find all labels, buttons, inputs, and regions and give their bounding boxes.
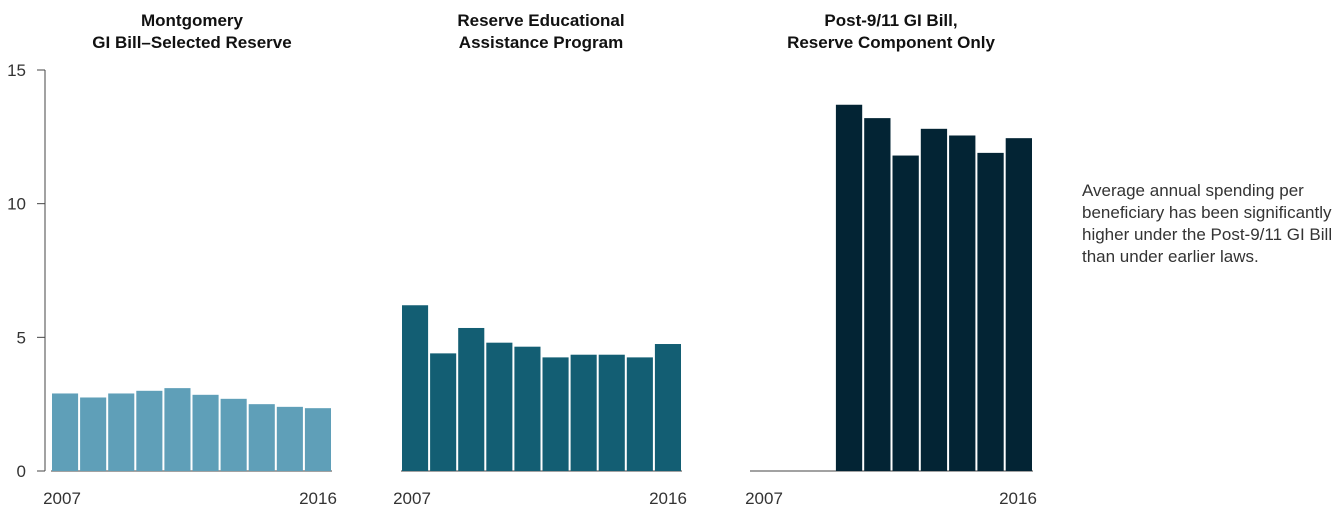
- bar: [402, 305, 429, 471]
- x-tick-label: 2007: [745, 489, 783, 508]
- y-tick-label: 10: [7, 195, 26, 214]
- bar: [108, 393, 135, 471]
- chart-panels: Montgomery GI Bill–Selected Reserve 2007 20…: [43, 11, 1037, 508]
- bar: [164, 388, 191, 471]
- chart-panel: Reserve Educational Assistance Program 200…: [393, 11, 687, 508]
- y-tick-label: 15: [7, 61, 26, 80]
- panel-title: Montgomery GI Bill–Selected Reserve: [92, 11, 291, 52]
- x-tick-label: 2016: [649, 489, 687, 508]
- bar: [80, 397, 107, 471]
- y-tick-label: 0: [17, 462, 26, 481]
- bar: [276, 406, 303, 471]
- y-axis: 0 5 10 15: [7, 61, 46, 481]
- chart-panel: Post-9/11 GI Bill, Reserve Component Only…: [745, 11, 1037, 508]
- bar: [248, 404, 275, 471]
- bar: [1005, 138, 1032, 472]
- bar: [864, 118, 891, 472]
- bar: [486, 342, 513, 471]
- bar: [192, 394, 219, 471]
- x-tick-label: 2007: [393, 489, 431, 508]
- bar: [304, 408, 331, 471]
- bar: [626, 357, 653, 471]
- bar: [542, 357, 569, 471]
- bar: [598, 354, 625, 471]
- bar: [654, 344, 681, 471]
- bar: [52, 393, 79, 471]
- bar: [920, 128, 948, 471]
- bar: [977, 152, 1004, 471]
- bar: [430, 353, 457, 471]
- annotation-text: Average annual spending per beneficiary …: [1082, 181, 1333, 266]
- bar: [835, 104, 863, 472]
- bar: [949, 135, 976, 471]
- x-tick-label: 2016: [299, 489, 337, 508]
- panel-title: Post-9/11 GI Bill, Reserve Component Only: [787, 11, 995, 52]
- y-tick-label: 5: [17, 328, 26, 347]
- bar: [514, 346, 541, 471]
- bar: [892, 155, 919, 471]
- panel-title-line: Montgomery: [141, 11, 244, 30]
- bar: [570, 354, 597, 471]
- bar: [220, 398, 247, 471]
- panel-title-line: GI Bill–Selected Reserve: [92, 33, 291, 52]
- bar: [136, 390, 163, 471]
- panel-title-line: Post-9/11 GI Bill,: [824, 11, 957, 30]
- chart-panel: Montgomery GI Bill–Selected Reserve 2007 20…: [43, 11, 337, 508]
- panel-title: Reserve Educational Assistance Program: [457, 11, 624, 52]
- x-tick-label: 2016: [999, 489, 1037, 508]
- panel-title-line: Reserve Educational: [457, 11, 624, 30]
- panel-title-line: Reserve Component Only: [787, 33, 995, 52]
- panel-title-line: Assistance Program: [459, 33, 623, 52]
- x-tick-label: 2007: [43, 489, 81, 508]
- bar: [458, 327, 485, 471]
